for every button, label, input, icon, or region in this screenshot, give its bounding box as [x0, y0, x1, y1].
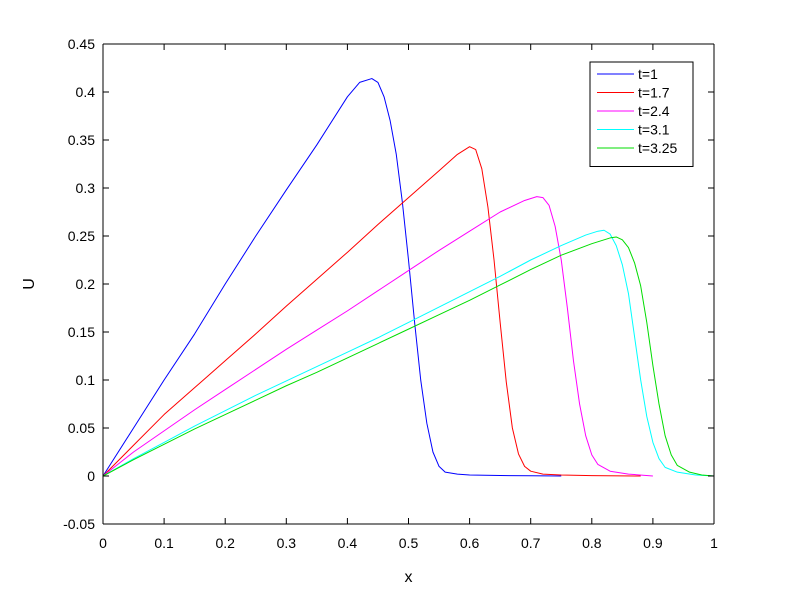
legend-label: t=3.1 [638, 122, 670, 138]
x-tick-label: 1 [710, 535, 718, 551]
y-tick-label: 0.45 [68, 36, 95, 52]
series-line-5 [102, 236, 715, 477]
series-line-1 [102, 78, 562, 477]
x-tick-label: 0 [99, 535, 107, 551]
x-tick-label: 0.7 [521, 535, 541, 551]
y-tick-label: 0.2 [76, 276, 96, 292]
x-tick-label: 0.6 [460, 535, 480, 551]
x-tick-label: 0.4 [338, 535, 358, 551]
y-tick-label: 0.05 [68, 420, 95, 436]
x-tick-label: 0.8 [582, 535, 602, 551]
legend-label: t=1.7 [638, 85, 670, 101]
legend: t=1 t=1.7 t=2.4 t=3.1 t=3.25 [589, 61, 694, 167]
series-line-3 [102, 196, 653, 477]
legend-label: t=1 [638, 66, 658, 82]
x-tick-label: 0.3 [277, 535, 297, 551]
legend-box [589, 61, 694, 167]
y-tick-label: 0.4 [76, 84, 96, 100]
y-tick-label: 0.1 [76, 372, 96, 388]
y-tick-label: -0.05 [63, 516, 95, 532]
ticks: 0 0.1 0.2 0.3 0.4 0.5 0.6 0.7 0.8 0.9 1-0.0500.050… [63, 36, 718, 551]
series-line-4 [102, 229, 715, 477]
series-line-2 [102, 146, 641, 477]
x-tick-label: 0.1 [154, 535, 174, 551]
y-tick-label: 0.3 [76, 180, 96, 196]
y-tick-label: 0.35 [68, 132, 95, 148]
y-tick-label: 0 [87, 468, 95, 484]
x-tick-label: 0.9 [643, 535, 663, 551]
x-axis-title: x [405, 569, 413, 586]
series-layer [102, 78, 715, 477]
x-tick-label: 0.2 [215, 535, 235, 551]
legend-label: t=2.4 [638, 103, 670, 119]
y-axis-title: U [21, 278, 38, 290]
y-tick-label: 0.25 [68, 228, 95, 244]
legend-label: t=3.25 [638, 140, 678, 156]
x-tick-label: 0.5 [399, 535, 419, 551]
y-tick-label: 0.15 [68, 324, 95, 340]
